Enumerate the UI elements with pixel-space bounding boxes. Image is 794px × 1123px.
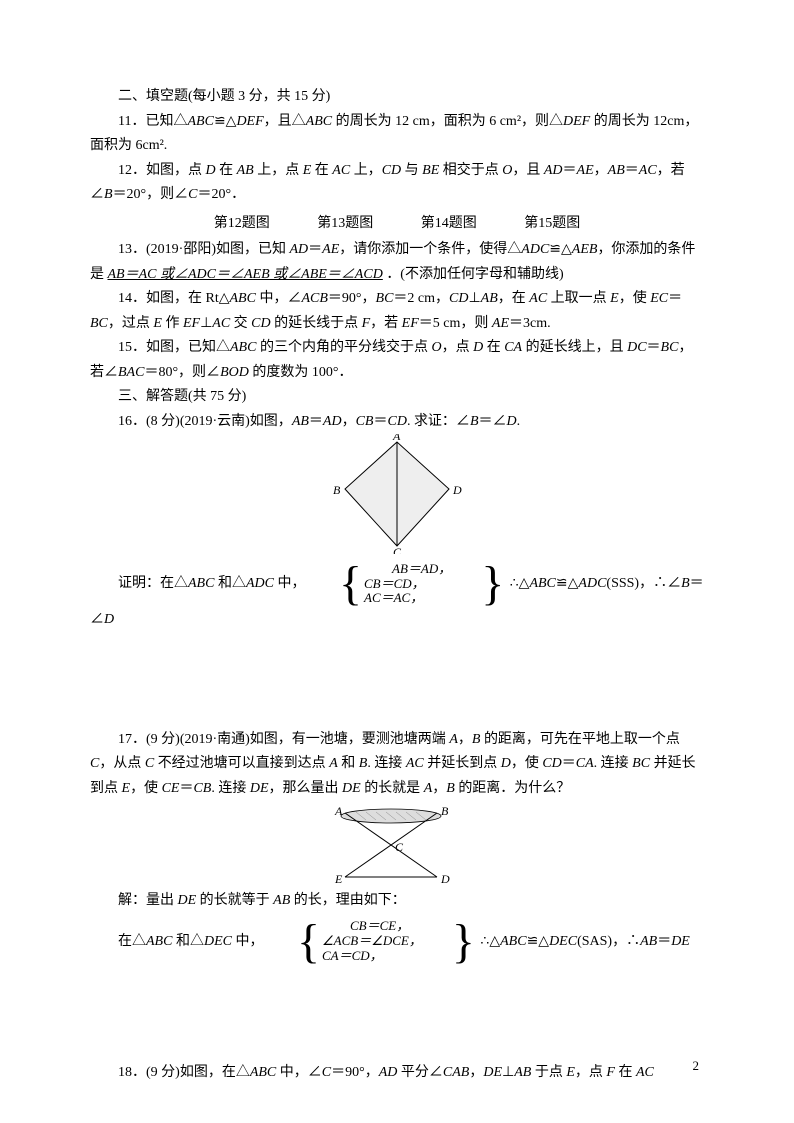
q17-sol-pre: 在△ABC 和△DEC 中， <box>118 934 263 949</box>
section-3-header: 三、解答题(共 75 分) <box>90 385 704 410</box>
q15: 15．如图，已知△ABC 的三个内角的平分线交于点 O，点 D 在 CA 的延长… <box>90 336 704 385</box>
spacer <box>90 633 704 728</box>
q12: 12．如图，点 D 在 AB 上，点 E 在 AC 上，CD 与 BE 相交于点… <box>90 159 704 208</box>
q17-sol: 在△ABC 和△DEC 中， { CB＝CE， ∠ACB＝∠DCE， CA＝CD… <box>90 918 704 966</box>
q13-answer: AB＝AC 或∠ADC＝∠AEB 或∠ABE＝∠ACD <box>108 267 383 282</box>
svg-text:C: C <box>395 840 404 854</box>
q16-brace: { AB＝AD， CB＝CD， AC＝AC， } <box>309 560 506 608</box>
left-brace-icon: { <box>311 560 362 608</box>
svg-text:B: B <box>441 804 449 818</box>
q16-proof-pre: 证明：在△ABC 和△ADC 中， <box>118 576 305 591</box>
svg-text:B: B <box>333 483 341 497</box>
q13: 13．(2019·邵阳)如图，已知 AD＝AE，请你添加一个条件，使得△ADC≌… <box>90 238 704 287</box>
page-number: 2 <box>693 1055 700 1078</box>
figcap-13: 第13题图 <box>317 216 373 231</box>
q18: 18．(9 分)如图，在△ABC 中，∠C＝90°，AD 平分∠CAB，DE⊥A… <box>90 1061 704 1086</box>
svg-text:E: E <box>334 872 343 886</box>
q17-figure: A B C D E <box>317 801 477 889</box>
svg-text:D: D <box>452 483 462 497</box>
figcap-15: 第15题图 <box>524 216 580 231</box>
q16-brace-lines: AB＝AD， CB＝CD， AC＝AC， <box>364 562 451 607</box>
q16-figure: A B C D <box>327 434 467 554</box>
q17-brace: { CB＝CE， ∠ACB＝∠DCE， CA＝CD， } <box>267 918 477 966</box>
q13-text-b: ．(不添加任何字母和辅助线) <box>386 267 563 282</box>
page: 二、填空题(每小题 3 分，共 15 分) 11．已知△ABC≌△DEF，且△A… <box>0 0 794 1123</box>
svg-text:A: A <box>334 804 343 818</box>
q14: 14．如图，在 Rt△ABC 中，∠ACB＝90°，BC＝2 cm，CD⊥AB，… <box>90 287 704 336</box>
figure-captions-row: 第12题图 第13题图 第14题图 第15题图 <box>90 212 704 237</box>
figcap-14: 第14题图 <box>421 216 477 231</box>
right-brace-icon: } <box>424 918 475 966</box>
q16-proof: 证明：在△ABC 和△ADC 中， { AB＝AD， CB＝CD， AC＝AC，… <box>90 560 704 633</box>
section-2-header: 二、填空题(每小题 3 分，共 15 分) <box>90 85 704 110</box>
figcap-12: 第12题图 <box>214 216 270 231</box>
q17: 17．(9 分)(2019·南通)如图，有一池塘，要测池塘两端 A，B 的距离，… <box>90 728 704 802</box>
q16: 16．(8 分)(2019·云南)如图，AB＝AD，CB＝CD. 求证：∠B＝∠… <box>90 410 704 435</box>
q17-sol-post: ∴△ABC≌△DEC(SAS)，∴AB＝DE <box>480 934 689 949</box>
q17-brace-lines: CB＝CE， ∠ACB＝∠DCE， CA＝CD， <box>322 919 422 964</box>
svg-text:C: C <box>393 545 402 554</box>
svg-text:A: A <box>392 434 401 443</box>
svg-text:D: D <box>440 872 450 886</box>
left-brace-icon: { <box>269 918 320 966</box>
q11: 11．已知△ABC≌△DEF，且△ABC 的周长为 12 cm，面积为 6 cm… <box>90 110 704 159</box>
q17-sol-line1: 解：量出 DE 的长就等于 AB 的长，理由如下： <box>90 889 704 914</box>
right-brace-icon: } <box>453 560 504 608</box>
spacer <box>90 966 704 1061</box>
